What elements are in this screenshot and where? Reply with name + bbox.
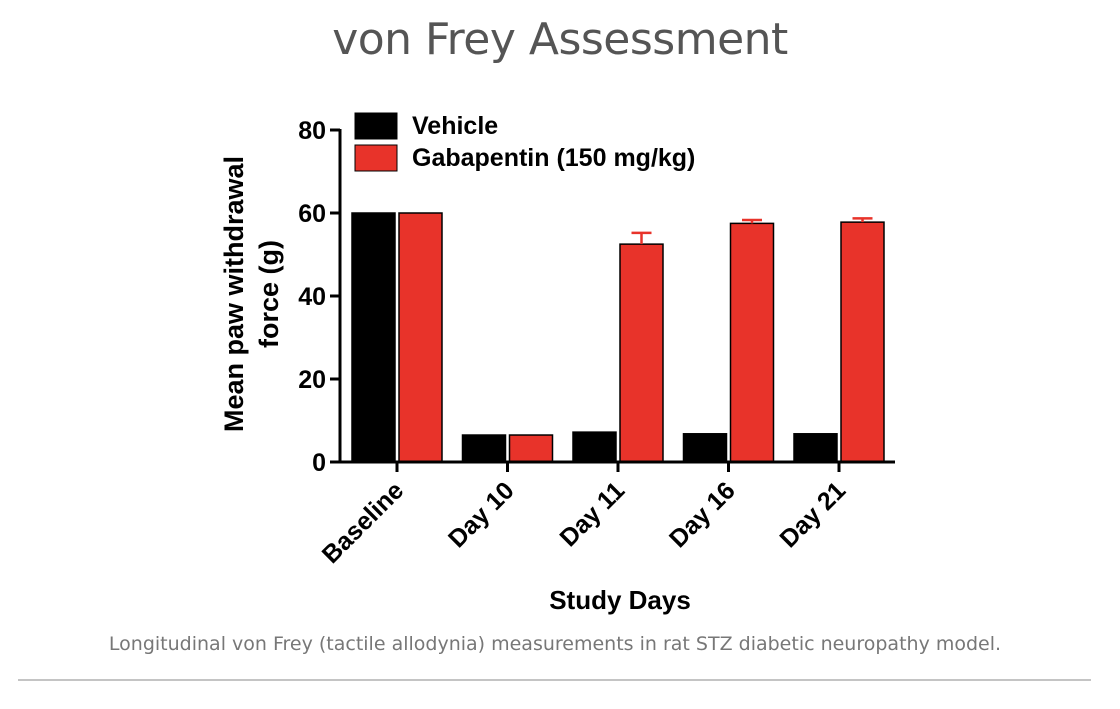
x-tick-label: Baseline (317, 476, 410, 569)
x-tick-label: Day 16 (664, 476, 741, 553)
x-tick-label: Day 11 (554, 476, 630, 552)
y-tick-label: 0 (312, 449, 326, 477)
figure-caption: Longitudinal von Frey (tactile allodynia… (108, 633, 1002, 655)
error-bars-group (631, 217, 873, 245)
legend: Vehicle Gabapentin (150 mg/kg) (354, 112, 695, 172)
bar-gabapentin-day-21 (840, 221, 885, 463)
bar-vehicle-baseline (351, 212, 396, 463)
legend-label: Gabapentin (150 mg/kg) (412, 144, 695, 172)
legend-label: Vehicle (412, 112, 498, 140)
y-axis-title-line: force (g) (254, 240, 284, 348)
y-axis-title-line: Mean paw withdrawal (219, 156, 249, 432)
bar-gabapentin-day-11 (619, 243, 664, 463)
x-axis-title: Study Days (549, 585, 691, 615)
bar-gabapentin-baseline (398, 212, 443, 463)
bar-vehicle-day-11 (572, 431, 617, 463)
bars-group (351, 212, 885, 463)
y-tick-label: 40 (298, 283, 326, 311)
legend-swatch (354, 144, 398, 172)
bar-chart: Mean paw withdrawal force (g) 0 20 40 60 80 B… (219, 112, 895, 615)
y-tick-label: 80 (298, 117, 326, 145)
y-tick-label: 20 (298, 366, 326, 394)
bar-gabapentin-day-16 (729, 222, 775, 463)
y-ticks: 0 20 40 60 80 (298, 117, 340, 477)
legend-swatch (354, 112, 398, 140)
bar-gabapentin-day-10 (508, 434, 554, 463)
y-tick-label: 60 (298, 200, 326, 228)
bar-vehicle-day-10 (461, 434, 507, 463)
bar-vehicle-day-21 (793, 433, 838, 463)
bar-vehicle-day-16 (682, 433, 728, 463)
x-tick-label: Day 21 (774, 476, 851, 553)
page-title: von Frey Assessment (332, 14, 788, 65)
x-tick-label: Day 10 (443, 476, 520, 553)
y-axis-title: Mean paw withdrawal force (g) (219, 156, 284, 432)
divider (18, 679, 1091, 681)
x-ticks: Baseline Day 10 Day 11 Day 16 Day 21 (317, 462, 851, 569)
